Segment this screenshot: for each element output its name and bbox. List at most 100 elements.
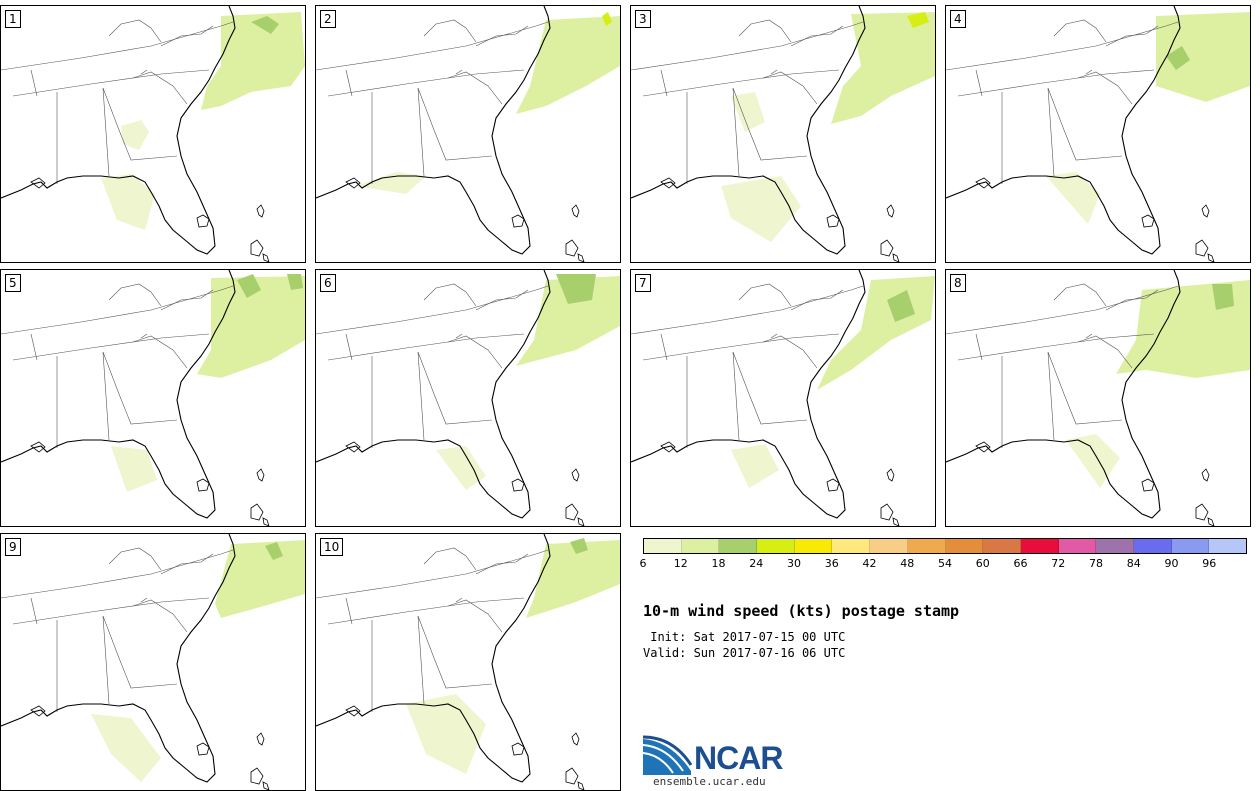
wind-shading: [356, 172, 426, 194]
state-border: [762, 335, 818, 369]
wind-shading: [526, 540, 620, 618]
colorbar-bin: [1209, 539, 1246, 553]
wind-shading: [1046, 172, 1100, 224]
state-border: [790, 25, 844, 47]
state-border: [417, 615, 493, 689]
colorbar-tick-label: 54: [938, 557, 952, 570]
state-border: [732, 87, 740, 177]
colorbar-tick-labels: 6 12 18 24 30 36 42 48 54 60 66 72 78 84 90 96: [639, 557, 1247, 571]
wind-shading: [570, 538, 588, 554]
member-number-label: 8: [950, 274, 966, 292]
member-number-label: 7: [635, 274, 651, 292]
state-border: [1105, 289, 1159, 311]
state-border: [417, 615, 425, 705]
state-border: [455, 597, 463, 603]
ncar-logo-word: NCAR: [694, 740, 783, 776]
island: [1207, 517, 1215, 526]
state-border: [108, 19, 162, 43]
state-border: [975, 69, 983, 97]
state-border: [132, 335, 188, 369]
wind-shading: [237, 274, 261, 298]
wind-shading: [887, 290, 915, 322]
wind-shading: [1166, 46, 1190, 70]
colorbar-tick-label: 72: [1051, 557, 1066, 570]
wind-shading: [121, 120, 149, 150]
wind-shading: [721, 176, 801, 242]
island: [975, 441, 991, 453]
colorbar-tick-label: 78: [1089, 557, 1103, 570]
coastline: [631, 270, 866, 519]
island: [1207, 253, 1215, 262]
colorbar-tick-label: 30: [787, 557, 801, 570]
member-number-label: 3: [635, 10, 651, 28]
state-border: [423, 19, 477, 43]
state-border: [447, 599, 503, 633]
ncar-logo: NCAR ensemble.ucar.edu: [643, 735, 803, 790]
coastline: [316, 6, 551, 255]
state-border: [12, 333, 210, 361]
state-border: [1047, 351, 1123, 425]
state-border: [1, 21, 234, 71]
island: [262, 781, 270, 790]
lake-okeechobee: [826, 214, 840, 228]
member-map: [946, 270, 1250, 526]
member-number-label: 4: [950, 10, 966, 28]
state-border: [316, 21, 549, 71]
island: [577, 781, 585, 790]
island: [1195, 239, 1209, 257]
lake-okeechobee: [196, 478, 210, 492]
member-map: [1, 534, 305, 790]
island: [565, 767, 579, 785]
coastline: [316, 270, 551, 519]
coastline: [316, 534, 551, 783]
island: [262, 253, 270, 262]
state-border: [1085, 69, 1093, 75]
colorbar-tick-label: 84: [1126, 557, 1141, 570]
state-border: [12, 597, 210, 625]
island: [345, 177, 361, 189]
wind-shading: [201, 12, 305, 110]
state-border: [738, 19, 792, 43]
colorbar-bin: [1058, 539, 1097, 553]
state-border: [12, 69, 210, 97]
state-border: [417, 87, 493, 161]
state-border: [732, 351, 740, 441]
colorbar-tick-label: 66: [1013, 557, 1028, 570]
state-border: [455, 333, 463, 339]
colorbar-tick-label: 12: [673, 557, 688, 570]
colorbar-tick-label: 6: [639, 557, 647, 570]
wind-shading: [436, 446, 486, 490]
state-border: [946, 21, 1179, 71]
state-border: [946, 285, 1179, 335]
island: [256, 468, 265, 482]
colorbar-tick-label: 36: [824, 557, 839, 570]
state-border: [132, 599, 188, 633]
state-border: [957, 69, 1155, 97]
wind-shading: [516, 16, 620, 114]
member-panel: 4: [945, 5, 1251, 263]
state-border: [102, 87, 178, 161]
island: [577, 253, 585, 262]
member-map: [316, 270, 620, 526]
island: [892, 517, 900, 526]
state-border: [642, 333, 840, 361]
ncar-swoosh-icon: [643, 735, 693, 775]
state-border: [447, 71, 503, 105]
island: [262, 517, 270, 526]
chart-title: 10-m wind speed (kts) postage stamp: [643, 602, 960, 620]
colorbar-bin: [757, 539, 795, 553]
state-border: [732, 87, 808, 161]
member-panel: 2: [315, 5, 621, 263]
state-border: [102, 351, 110, 441]
wind-shading: [731, 92, 765, 132]
state-border: [102, 615, 110, 705]
state-border: [975, 333, 983, 361]
member-map: [316, 534, 620, 790]
member-number-label: 5: [5, 274, 21, 292]
lake-okeechobee: [511, 742, 525, 756]
state-border: [475, 553, 529, 575]
wind-shading: [91, 714, 161, 782]
state-border: [1105, 25, 1159, 47]
coastline: [946, 270, 1181, 519]
lake-okeechobee: [511, 478, 525, 492]
